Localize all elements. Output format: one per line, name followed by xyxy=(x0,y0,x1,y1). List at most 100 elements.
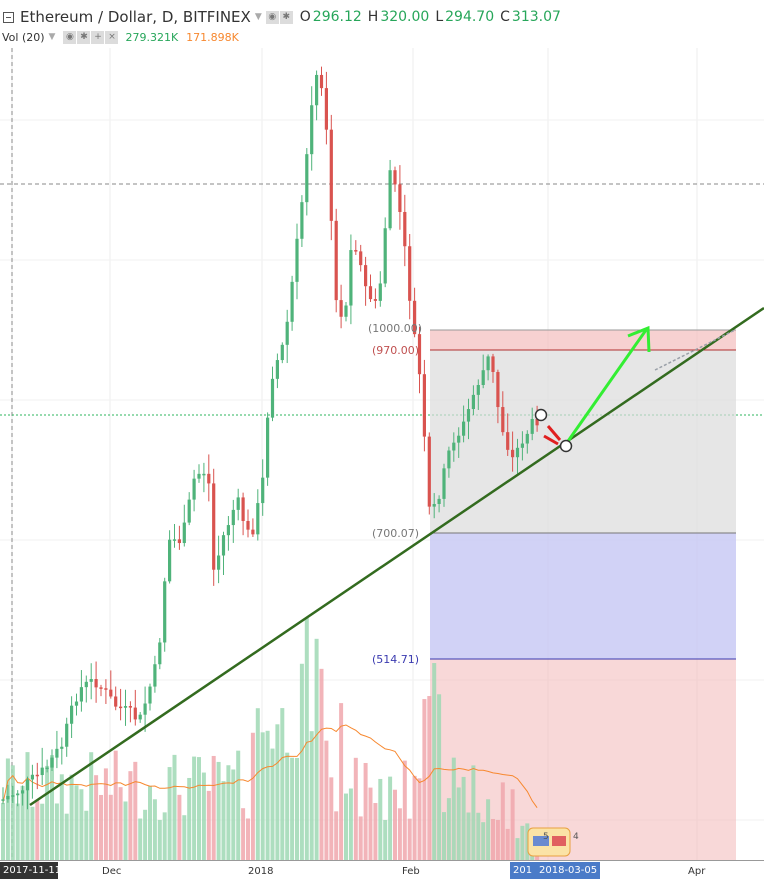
fib-level-1000: (1000.00) xyxy=(368,322,423,335)
candle-body xyxy=(172,539,177,541)
candle-body xyxy=(65,723,69,747)
volume-bar xyxy=(128,771,133,860)
high-value: 320.00 xyxy=(380,9,430,25)
eye-icon[interactable]: ◉ xyxy=(265,10,279,24)
candle-body xyxy=(251,529,255,535)
symbol-title[interactable]: Ethereum / Dollar, D, BITFINEX xyxy=(20,8,251,26)
volume-bar xyxy=(442,812,446,860)
volume-bar xyxy=(520,825,525,860)
x-axis[interactable] xyxy=(0,860,764,884)
candle-body xyxy=(256,503,260,535)
x-axis-label-feb: Feb xyxy=(402,866,420,877)
volume-bar xyxy=(265,730,270,860)
candle-body xyxy=(334,220,338,301)
candle-body xyxy=(114,696,118,707)
candle-body xyxy=(192,478,196,500)
volume-bar xyxy=(461,776,466,860)
candle-body xyxy=(305,154,309,203)
volume-bar xyxy=(393,789,397,860)
gear-icon[interactable]: ✱ xyxy=(77,30,91,44)
candle-body xyxy=(373,299,377,301)
candle-body xyxy=(383,228,387,284)
candle-body xyxy=(481,370,485,386)
volume-bar xyxy=(64,813,69,860)
volume-bar xyxy=(334,811,339,860)
candle-body xyxy=(329,129,333,221)
volume-bar xyxy=(30,806,35,860)
candle-body xyxy=(231,509,235,526)
candle-body xyxy=(496,371,500,408)
eye-icon[interactable]: ◉ xyxy=(63,30,77,44)
volume-bar xyxy=(368,787,373,860)
candle-body xyxy=(40,767,44,776)
candle-body xyxy=(511,449,515,458)
candle-body xyxy=(236,497,240,510)
volume-bar xyxy=(211,755,216,860)
close-icon[interactable]: × xyxy=(105,30,119,44)
candle-body xyxy=(344,305,348,317)
volume-bar xyxy=(69,774,74,860)
volume-label[interactable]: Vol (20) xyxy=(2,30,45,44)
candle-body xyxy=(25,779,30,791)
chevron-down-icon[interactable]: ▼ xyxy=(48,32,56,42)
candle-body xyxy=(300,202,304,239)
candle-body xyxy=(457,435,461,443)
candle-body xyxy=(535,419,539,426)
volume-bar xyxy=(246,818,250,860)
candle-body xyxy=(202,473,206,476)
event-marker-left[interactable]: 5 xyxy=(543,832,549,842)
candle-body xyxy=(447,450,451,469)
close-value: 313.07 xyxy=(511,9,561,25)
volume-bar xyxy=(319,668,324,860)
projection-arrow-head xyxy=(627,325,651,353)
candle-body xyxy=(11,795,15,797)
volume-bar xyxy=(456,787,461,860)
chevron-down-icon[interactable]: ▼ xyxy=(254,12,262,22)
volume-bar xyxy=(285,752,290,860)
candle-body xyxy=(270,378,275,418)
volume-bar xyxy=(363,762,368,860)
volume-bar xyxy=(358,816,363,860)
candle-body xyxy=(285,321,289,345)
volume-bar xyxy=(437,694,442,860)
candle-body xyxy=(354,250,358,252)
candle-body xyxy=(520,443,524,448)
volume-bar xyxy=(108,794,113,860)
candle-body xyxy=(398,184,402,212)
volume-moving-average xyxy=(2,724,538,808)
candle-body xyxy=(241,497,245,521)
trend-line xyxy=(29,306,764,807)
event-marker-right[interactable]: 4 xyxy=(573,832,579,842)
volume-bar xyxy=(10,765,15,860)
volume-bar xyxy=(280,708,285,860)
candle-body xyxy=(442,468,446,499)
volume-bar xyxy=(255,708,260,860)
volume-bar xyxy=(172,754,177,860)
volume-bar xyxy=(187,777,192,860)
candle-body xyxy=(89,679,93,682)
candle-body xyxy=(403,211,407,247)
candle-body xyxy=(462,421,466,436)
collapse-icon[interactable] xyxy=(3,11,14,23)
volume-bar xyxy=(177,794,182,860)
candle-body xyxy=(16,793,20,796)
candle-body xyxy=(153,664,157,687)
volume-bar xyxy=(505,828,510,860)
volume-bar xyxy=(427,696,432,860)
volume-bar xyxy=(486,799,491,860)
candle-body xyxy=(30,774,34,780)
volume-bar xyxy=(353,757,358,860)
candle-body xyxy=(506,432,510,450)
volume-bar xyxy=(397,808,402,860)
plus-icon[interactable]: + xyxy=(91,30,105,44)
volume-bar xyxy=(79,789,84,860)
volume-bar xyxy=(59,774,64,860)
gear-icon[interactable]: ✱ xyxy=(279,10,293,24)
candle-body xyxy=(290,281,294,322)
volume-bar xyxy=(231,769,236,860)
candle-body xyxy=(35,774,39,777)
volume-bar xyxy=(270,748,275,860)
chart-header: Ethereum / Dollar, D, BITFINEX ▼ ◉ ✱ O 296… xyxy=(0,0,764,48)
volume-bar xyxy=(84,810,89,860)
